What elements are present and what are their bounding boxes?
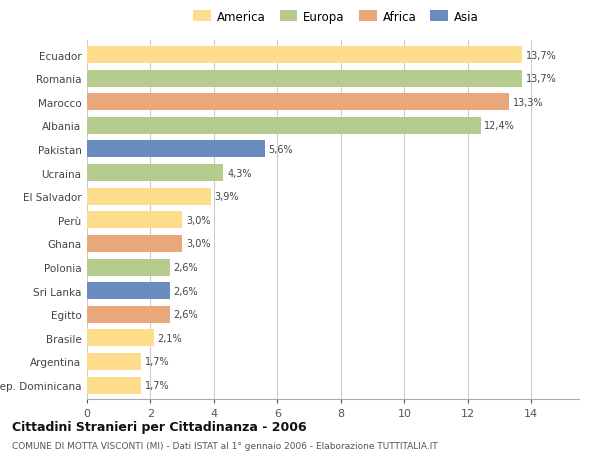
Text: Cittadini Stranieri per Cittadinanza - 2006: Cittadini Stranieri per Cittadinanza - 2… — [12, 420, 307, 433]
Bar — [87, 212, 182, 229]
Text: 4,3%: 4,3% — [227, 168, 252, 178]
Bar — [87, 71, 522, 88]
Bar — [87, 94, 509, 111]
Text: 2,6%: 2,6% — [173, 263, 198, 273]
Text: 3,9%: 3,9% — [215, 192, 239, 202]
Bar — [87, 282, 170, 299]
Text: 2,6%: 2,6% — [173, 286, 198, 296]
Text: 2,1%: 2,1% — [157, 333, 182, 343]
Text: 13,7%: 13,7% — [526, 50, 556, 61]
Text: 13,3%: 13,3% — [513, 98, 544, 107]
Bar — [87, 141, 265, 158]
Text: 13,7%: 13,7% — [526, 74, 556, 84]
Bar — [87, 377, 141, 394]
Bar — [87, 259, 170, 276]
Bar — [87, 188, 211, 205]
Text: 3,0%: 3,0% — [186, 239, 211, 249]
Bar — [87, 165, 223, 182]
Bar — [87, 306, 170, 323]
Text: 3,0%: 3,0% — [186, 215, 211, 225]
Text: COMUNE DI MOTTA VISCONTI (MI) - Dati ISTAT al 1° gennaio 2006 - Elaborazione TUT: COMUNE DI MOTTA VISCONTI (MI) - Dati IST… — [12, 441, 438, 450]
Bar — [87, 118, 481, 134]
Text: 1,7%: 1,7% — [145, 357, 169, 367]
Bar — [87, 353, 141, 370]
Text: 12,4%: 12,4% — [484, 121, 515, 131]
Text: 1,7%: 1,7% — [145, 380, 169, 390]
Bar — [87, 235, 182, 252]
Text: 5,6%: 5,6% — [269, 145, 293, 155]
Bar — [87, 330, 154, 347]
Bar — [87, 47, 522, 64]
Legend: America, Europa, Africa, Asia: America, Europa, Africa, Asia — [191, 8, 481, 26]
Text: 2,6%: 2,6% — [173, 309, 198, 319]
